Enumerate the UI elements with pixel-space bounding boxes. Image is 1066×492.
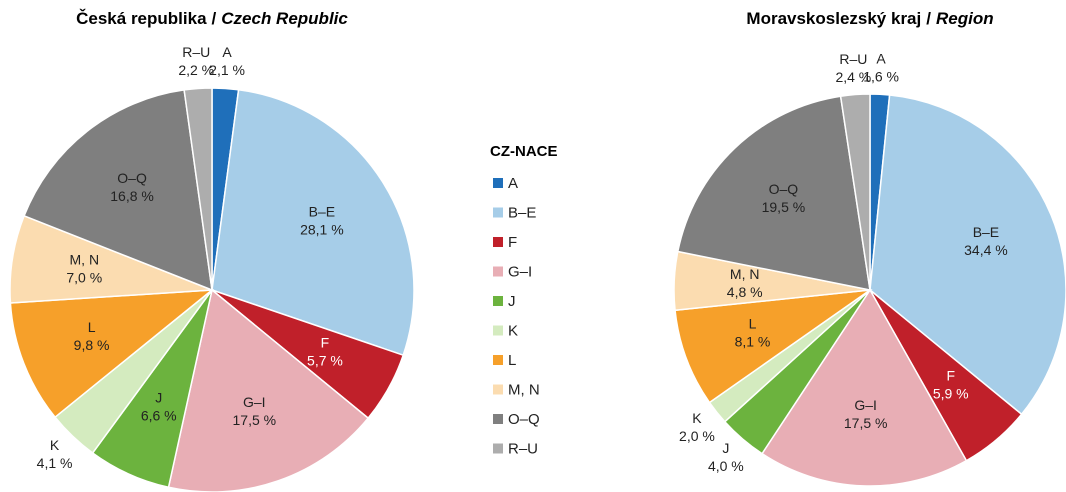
slice-category: L <box>88 319 96 335</box>
slice-value-label: 2,2 % <box>178 62 214 78</box>
slice-category: A <box>876 51 886 67</box>
slice-value-label: 1,6 % <box>863 69 899 85</box>
slice-category: F <box>321 335 330 351</box>
pie-slice <box>167 288 370 492</box>
title-part: Czech Republic <box>221 9 348 28</box>
legend-label: A <box>508 175 518 192</box>
pie-slice <box>211 88 415 357</box>
slice-value-label: 5,9 % <box>933 386 969 402</box>
title-part: Moravskoslezský kraj <box>746 9 921 28</box>
slice-category: L <box>749 316 757 332</box>
slice-value-label: 5,7 % <box>307 353 343 369</box>
slice-category: K <box>692 410 702 426</box>
pie-slice <box>23 89 213 292</box>
pie-slice <box>676 95 871 291</box>
slice-value-label: 6,6 % <box>141 408 177 424</box>
legend-swatch <box>493 296 503 306</box>
title-part: / <box>212 9 217 28</box>
title-part: / <box>926 9 931 28</box>
legend-swatch <box>493 237 503 247</box>
slice-value-label: 2,4 % <box>835 69 871 85</box>
legend-label: B–E <box>508 204 536 221</box>
slice-value-label: 8,1 % <box>735 334 771 350</box>
slice-category: G–I <box>243 394 266 410</box>
legend-label: L <box>508 352 516 369</box>
slice-category: J <box>155 390 162 406</box>
slice-value-label: 34,4 % <box>964 242 1008 258</box>
legend-label: O–Q <box>508 411 540 428</box>
pie-slice <box>761 288 968 487</box>
slice-category: B–E <box>973 224 999 240</box>
slice-value-label: 2,1 % <box>209 62 245 78</box>
slice-category: B–E <box>309 204 335 220</box>
pie-slice <box>869 94 1066 416</box>
slice-category: M, N <box>70 252 100 268</box>
legend-title: CZ-NACE <box>490 143 558 160</box>
legend-swatch <box>493 355 503 365</box>
slice-value-label: 16,8 % <box>110 188 154 204</box>
slice-category: K <box>50 437 60 453</box>
slice-category: R–U <box>182 44 210 60</box>
legend-swatch <box>493 325 503 336</box>
chart-title: Česká republika / Czech Republic <box>76 9 348 28</box>
legend-swatch <box>493 384 503 395</box>
slice-value-label: 17,5 % <box>233 412 277 428</box>
legend-swatch <box>493 178 503 188</box>
slice-category: O–Q <box>769 181 799 197</box>
chart-title: Moravskoslezský kraj / Region <box>746 9 993 28</box>
slice-value-label: 7,0 % <box>66 270 102 286</box>
legend-label: J <box>508 293 516 310</box>
legend-label: M, N <box>508 381 540 398</box>
slice-category: A <box>222 44 232 60</box>
legend-swatch <box>493 443 503 454</box>
title-part: Česká republika <box>76 9 207 28</box>
slice-value-label: 28,1 % <box>300 222 344 238</box>
slice-value-label: 17,5 % <box>844 415 888 431</box>
legend-swatch <box>493 266 503 277</box>
legend-label: K <box>508 322 518 339</box>
slice-category: R–U <box>839 51 867 67</box>
legend-label: R–U <box>508 440 538 457</box>
slice-value-label: 2,0 % <box>679 428 715 444</box>
legend-swatch <box>493 207 503 218</box>
slice-value-label: 19,5 % <box>762 199 806 215</box>
slice-category: F <box>946 368 955 384</box>
pie-slice <box>839 93 871 291</box>
slice-category: O–Q <box>117 170 147 186</box>
title-part: Region <box>936 9 994 28</box>
slice-value-label: 9,8 % <box>74 337 110 353</box>
pie-slice <box>183 87 213 291</box>
slice-value-label: 4,1 % <box>37 455 73 471</box>
pie-slice <box>674 288 873 404</box>
legend-swatch <box>493 414 503 424</box>
slice-category: J <box>722 440 729 456</box>
slice-category: M, N <box>730 266 760 282</box>
slice-value-label: 4,0 % <box>708 458 744 474</box>
legend-label: F <box>508 234 517 251</box>
pie-slice <box>9 289 215 419</box>
legend-label: G–I <box>508 263 532 280</box>
slice-category: G–I <box>854 397 877 413</box>
slice-value-label: 4,8 % <box>727 284 763 300</box>
